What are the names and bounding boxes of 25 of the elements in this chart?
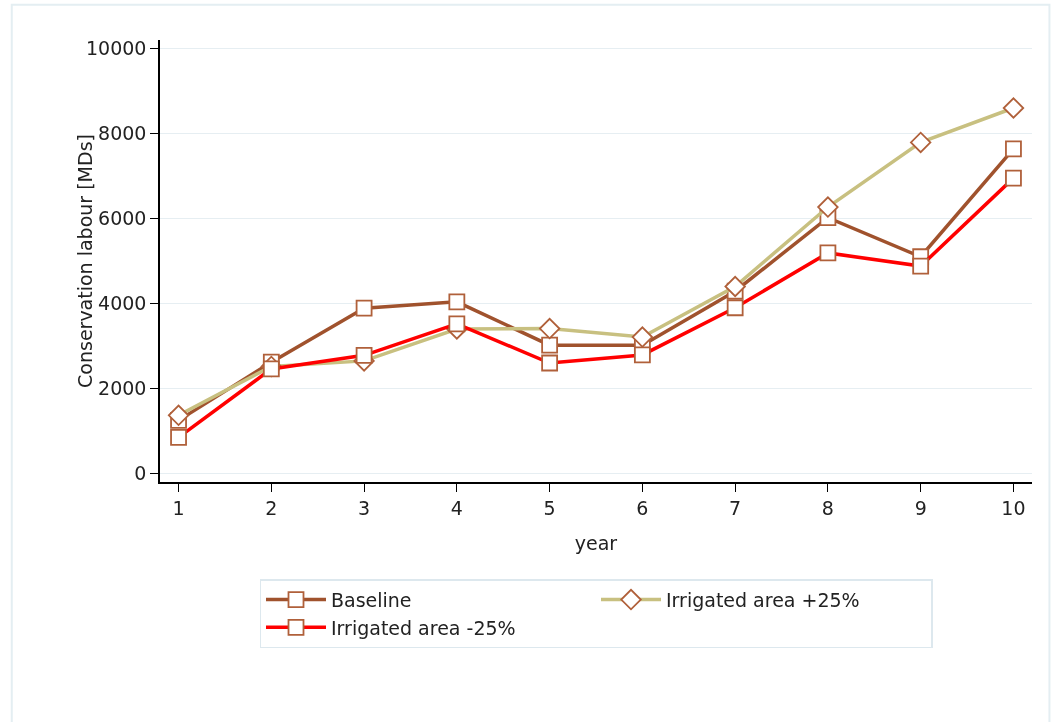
x-tick-label: 4	[450, 496, 463, 519]
x-tick-label: 10	[1001, 496, 1026, 519]
y-tick-label: 2000	[98, 377, 147, 400]
legend-label: Irrigated area +25%	[666, 589, 860, 611]
y-tick-label: 10000	[86, 37, 147, 60]
x-tick-label: 8	[821, 496, 834, 519]
point	[355, 299, 373, 317]
x-axis-title: year	[574, 531, 618, 554]
legend-label: Baseline	[331, 589, 412, 611]
x-tick-label: 9	[914, 496, 927, 519]
legend-label: Irrigated area -25%	[331, 616, 516, 639]
x-tick-label: 5	[543, 496, 556, 519]
x-tick-label: 3	[358, 496, 371, 519]
x-tick-label: 7	[729, 496, 742, 519]
y-tick-label: 6000	[98, 207, 147, 230]
y-tick-label: 8000	[98, 122, 147, 145]
y-tick-label: 0	[134, 462, 147, 485]
y-tick-label: 4000	[98, 292, 147, 315]
point	[448, 293, 466, 311]
x-tick-label: 1	[172, 496, 185, 519]
x-tick-label: 2	[265, 496, 278, 519]
y-axis-title: Conservation labour [MDs]	[74, 134, 97, 388]
point	[1005, 140, 1022, 158]
point	[541, 336, 559, 354]
x-tick-label: 6	[636, 496, 649, 519]
